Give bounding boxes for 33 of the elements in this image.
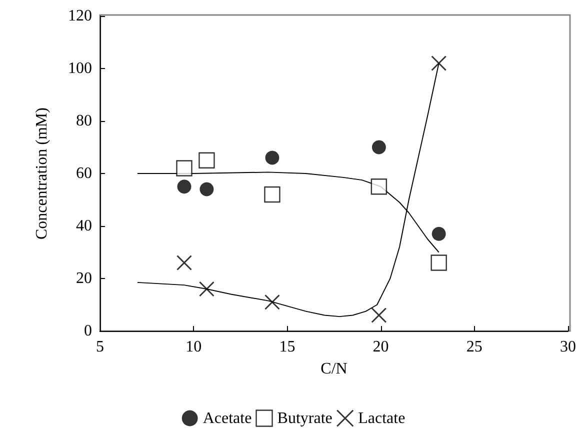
point	[265, 150, 280, 165]
legend-label: Acetate	[202, 410, 252, 427]
point	[372, 140, 386, 154]
y-tick-label: 80	[76, 112, 92, 130]
point	[177, 180, 192, 194]
point	[176, 160, 192, 176]
point	[370, 178, 388, 195]
legend-label: Butyrate	[277, 410, 332, 427]
y-tick-label: 40	[76, 218, 92, 234]
point	[432, 226, 446, 241]
y-tick-label: 100	[68, 60, 92, 77]
x-axis-title: C/N	[320, 360, 348, 378]
point	[200, 182, 214, 196]
y-axis-title: Concentration (mM)	[34, 108, 50, 240]
x-tick-label: 5	[96, 338, 104, 356]
point	[264, 186, 280, 203]
point	[198, 281, 214, 297]
point	[198, 152, 215, 168]
point	[371, 308, 387, 323]
point	[431, 56, 447, 71]
y-tick-label: 120	[68, 8, 92, 24]
point	[430, 254, 447, 271]
x-tick-label: 10	[186, 338, 202, 356]
point	[264, 294, 280, 310]
x-tick-label: 25	[466, 338, 482, 356]
y-tick-label: 0	[84, 322, 92, 340]
y-tick-label: 60	[76, 165, 92, 182]
x-tick-label: 15	[279, 338, 296, 356]
y-tick-label: 20	[76, 270, 92, 287]
x-tick-label: 30	[560, 338, 576, 356]
x-tick-label: 20	[372, 338, 389, 356]
legend-label: Lactate	[358, 410, 406, 427]
point	[176, 255, 192, 270]
